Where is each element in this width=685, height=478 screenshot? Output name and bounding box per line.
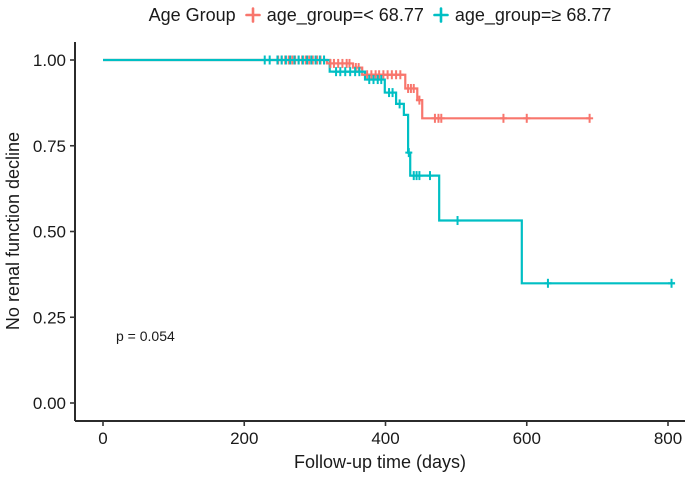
censor-marks-series-1 [261, 55, 676, 288]
y-tick-label: 0.50 [33, 223, 66, 242]
legend-item-ge-6877: age_group=≥ 68.77 [433, 2, 612, 28]
km-curve-0 [103, 58, 591, 120]
axes: 0.00 0.25 0.50 0.75 1.00 0 200 400 600 800 [33, 42, 685, 448]
legend: Age Group age_group=< 68.77 age_group=≥ … [75, 2, 685, 28]
censor-marks-series-0 [274, 55, 594, 123]
legend-label-ge-6877: age_group=≥ 68.77 [454, 5, 612, 25]
x-tick-label: 200 [230, 429, 258, 448]
x-axis-title: Follow-up time (days) [294, 452, 466, 472]
censor-marks [261, 55, 676, 288]
p-value-annotation: p = 0.054 [116, 328, 175, 344]
km-curve-1 [103, 58, 676, 285]
y-tick-label: 0.75 [33, 137, 66, 156]
x-tick-label: 400 [371, 429, 399, 448]
x-tick-label: 600 [513, 429, 541, 448]
legend-title: Age Group [148, 5, 236, 25]
y-tick-label: 0.25 [33, 308, 66, 327]
legend-label-lt-6877: age_group=< 68.77 [266, 5, 424, 25]
legend-plus-icon-red [244, 7, 261, 23]
y-tick-label: 1.00 [33, 51, 66, 70]
x-tick-label: 800 [654, 429, 682, 448]
legend-plus-icon-teal [433, 7, 449, 23]
legend-item-lt-6877: age_group=< 68.77 [244, 2, 424, 28]
y-axis-title: No renal function decline [3, 132, 23, 330]
y-tick-label: 0.00 [33, 394, 66, 413]
x-tick-label: 0 [98, 429, 107, 448]
